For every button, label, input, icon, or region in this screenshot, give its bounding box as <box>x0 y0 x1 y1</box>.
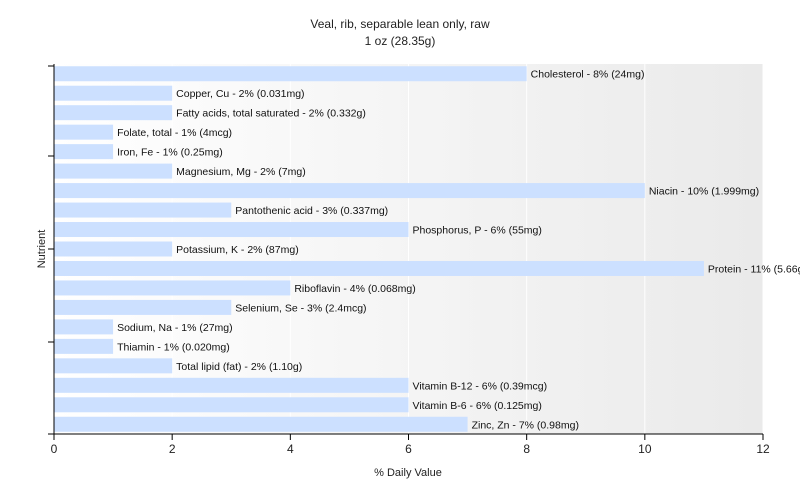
bar <box>54 202 232 218</box>
bar <box>54 85 173 101</box>
bar-data-label: Thiamin - 1% (0.020mg) <box>117 341 230 353</box>
bar <box>54 319 114 335</box>
bar <box>54 260 704 276</box>
x-tick-label: 4 <box>287 442 294 456</box>
bar-data-label: Sodium, Na - 1% (27mg) <box>117 322 233 334</box>
bar-data-label: Protein - 11% (5.66g) <box>708 263 800 275</box>
bar-data-label: Potassium, K - 2% (87mg) <box>176 244 299 256</box>
x-axis-title: % Daily Value <box>374 467 442 479</box>
y-axis-title: Nutrient <box>36 230 48 269</box>
bar <box>54 144 114 160</box>
bar-data-label: Riboflavin - 4% (0.068mg) <box>294 283 415 295</box>
bar-data-label: Fatty acids, total saturated - 2% (0.332… <box>176 108 366 120</box>
bar <box>54 241 173 257</box>
bar <box>54 222 409 238</box>
bars-group: Cholesterol - 8% (24mg) Copper, Cu - 2% (… <box>54 66 800 432</box>
bar-data-label: Zinc, Zn - 7% (0.98mg) <box>472 419 579 431</box>
bar <box>54 397 409 413</box>
bar-data-label: Vitamin B-12 - 6% (0.39mcg) <box>413 380 548 392</box>
bar-data-label: Cholesterol - 8% (24mg) <box>531 69 645 81</box>
x-tick-label: 8 <box>523 442 530 456</box>
x-tick-label: 2 <box>169 442 176 456</box>
bar <box>54 358 173 374</box>
bar <box>54 124 114 140</box>
x-tick-label: 0 <box>51 442 58 456</box>
x-tick-label: 6 <box>405 442 412 456</box>
bar-data-label: Pantothenic acid - 3% (0.337mg) <box>235 205 388 217</box>
bar <box>54 105 173 121</box>
chart-title: Veal, rib, separable lean only, raw <box>310 17 490 31</box>
x-tick-label: 12 <box>756 442 770 456</box>
bar <box>54 163 173 179</box>
bar <box>54 416 468 432</box>
bar-data-label: Phosphorus, P - 6% (55mg) <box>413 225 542 237</box>
bar-data-label: Selenium, Se - 3% (2.4mcg) <box>235 302 366 314</box>
bar-data-label: Folate, total - 1% (4mcg) <box>117 127 232 139</box>
bar-data-label: Magnesium, Mg - 2% (7mg) <box>176 166 306 178</box>
bar <box>54 183 645 199</box>
bar <box>54 377 409 393</box>
bar <box>54 280 291 296</box>
chart-subtitle: 1 oz (28.35g) <box>365 34 436 48</box>
bar-data-label: Niacin - 10% (1.999mg) <box>649 186 759 198</box>
bar <box>54 338 114 354</box>
bar-data-label: Copper, Cu - 2% (0.031mg) <box>176 88 304 100</box>
axes-group: 0 2 4 6 8 10 12 <box>48 64 770 456</box>
bar-data-label: Iron, Fe - 1% (0.25mg) <box>117 147 223 159</box>
bar <box>54 66 527 82</box>
bar <box>54 299 232 315</box>
bar-data-label: Vitamin B-6 - 6% (0.125mg) <box>413 400 542 412</box>
x-tick-label: 10 <box>638 442 652 456</box>
bar-data-label: Total lipid (fat) - 2% (1.10g) <box>176 361 302 373</box>
grid-lines <box>171 64 764 434</box>
